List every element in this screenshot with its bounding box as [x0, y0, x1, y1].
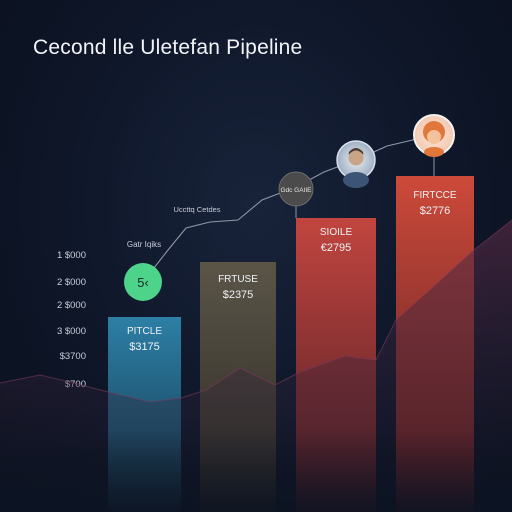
background-area-edge: [0, 219, 512, 403]
milestone-label: Gatr Iqiks: [127, 240, 161, 249]
chart-title: Cecond lle Uletefan Pipeline: [33, 36, 303, 59]
background-area: [0, 219, 512, 512]
bar-category-label: FRTUSE: [218, 274, 258, 285]
bar-category-label: PITCLE: [127, 326, 162, 337]
y-tick-label: 3 $000: [57, 326, 86, 337]
bar-labels-group: PITCLE $3175 FRTUSE $2375 SIOILE €2795 FIRTCCE…: [127, 190, 457, 353]
bottom-fade: [0, 430, 512, 512]
milestone-badge: [124, 263, 162, 301]
avatar-man-face: [348, 150, 364, 166]
y-tick-label: $3700: [60, 351, 86, 362]
bar-value-label: €2795: [321, 242, 352, 254]
milestone-label: Uccttq Cetdes: [173, 205, 220, 214]
avatar-man-shoulders: [343, 172, 369, 188]
avatar-woman-face: [427, 130, 441, 144]
trend-line-group: 5‹ Gatr Iqiks Uccttq Cetdes Gdc GAIIE: [124, 114, 455, 301]
bar-value-label: $2375: [223, 289, 254, 301]
y-tick-label: 2 $000: [57, 300, 86, 311]
bar-category-label: SIOILE: [320, 227, 353, 238]
milestone-dot: [278, 171, 314, 207]
bar-value-label: $2776: [420, 205, 451, 217]
avatar-woman-shoulders: [424, 147, 444, 157]
milestone-dot-label: Gdc GAIIE: [280, 187, 312, 194]
avatar-man-hair: [348, 148, 364, 155]
y-tick-label: 2 $000: [57, 277, 86, 288]
bar-category-label: FIRTCCE: [413, 190, 456, 201]
bar-value-label: $3175: [129, 341, 160, 353]
milestone-badge-label: 5‹: [137, 275, 149, 290]
y-tick-label: 1 $000: [57, 250, 86, 261]
